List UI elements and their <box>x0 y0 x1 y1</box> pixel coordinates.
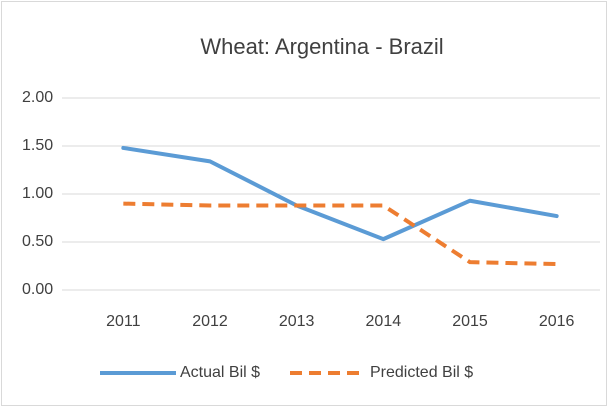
y-tick-label: 0.50 <box>22 233 53 250</box>
chart-border <box>1 1 607 406</box>
legend-label: Actual Bil $ <box>180 364 260 381</box>
series-line <box>121 145 559 242</box>
y-tick-label: 0.00 <box>22 281 53 298</box>
y-tick-label: 1.00 <box>22 185 53 202</box>
x-tick-label: 2012 <box>192 313 228 330</box>
chart-title: Wheat: Argentina - Brazil <box>200 34 443 59</box>
x-tick-label: 2015 <box>452 313 488 330</box>
series-line <box>123 201 557 267</box>
y-tick-label: 1.50 <box>22 137 53 154</box>
x-tick-label: 2013 <box>279 313 315 330</box>
x-tick-label: 2011 <box>106 313 141 330</box>
x-tick-label: 2016 <box>539 313 575 330</box>
x-tick-label: 2014 <box>366 313 402 330</box>
y-tick-label: 2.00 <box>22 89 53 106</box>
legend-label: Predicted Bil $ <box>370 364 473 381</box>
